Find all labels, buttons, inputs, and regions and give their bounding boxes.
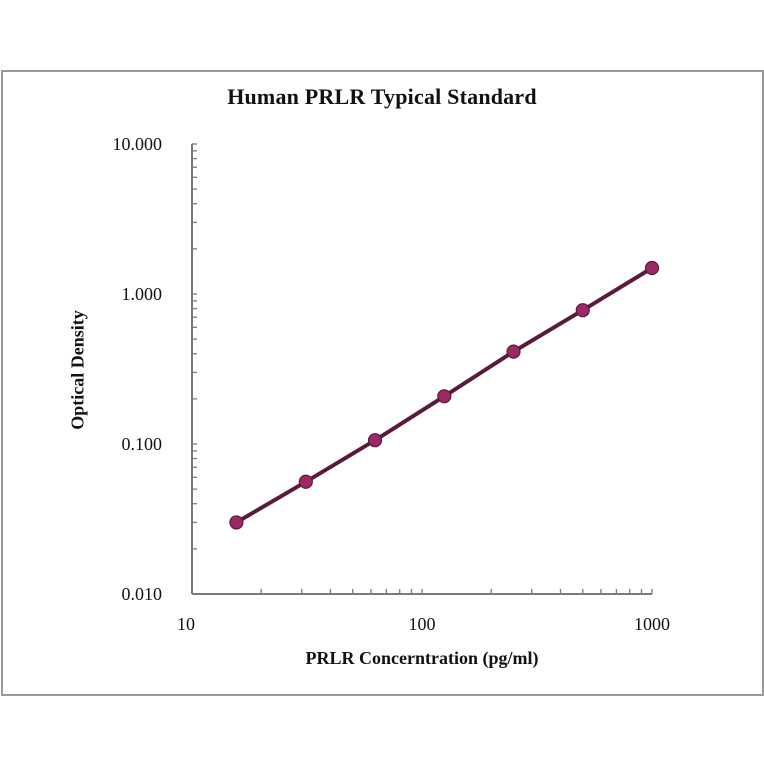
chart-title: Human PRLR Typical Standard xyxy=(227,84,537,109)
y-tick-label: 0.100 xyxy=(122,434,163,454)
x-tick-label: 100 xyxy=(409,614,436,634)
data-point-marker xyxy=(644,260,660,276)
data-point-marker xyxy=(367,433,383,448)
data-point-marker xyxy=(437,389,452,404)
data-point-marker xyxy=(575,303,590,318)
x-axis-label: PRLR Concerntration (pg/ml) xyxy=(305,648,539,668)
axes xyxy=(191,143,653,595)
chart-frame xyxy=(1,70,764,696)
x-tick-label: 1000 xyxy=(634,614,670,634)
data-point-marker xyxy=(298,474,313,489)
x-tick-label: 10 xyxy=(177,614,195,634)
data-series xyxy=(229,260,660,530)
x-tick-labels: 10 100 1000 xyxy=(177,614,670,634)
data-point-marker xyxy=(506,344,521,359)
y-tick-label: 10.000 xyxy=(113,134,163,154)
y-tick-labels: 10.000 1.000 0.100 0.010 xyxy=(113,134,163,604)
y-tick-label: 1.000 xyxy=(122,284,163,304)
y-tick-label: 0.010 xyxy=(122,584,163,604)
data-point-marker xyxy=(229,515,244,530)
